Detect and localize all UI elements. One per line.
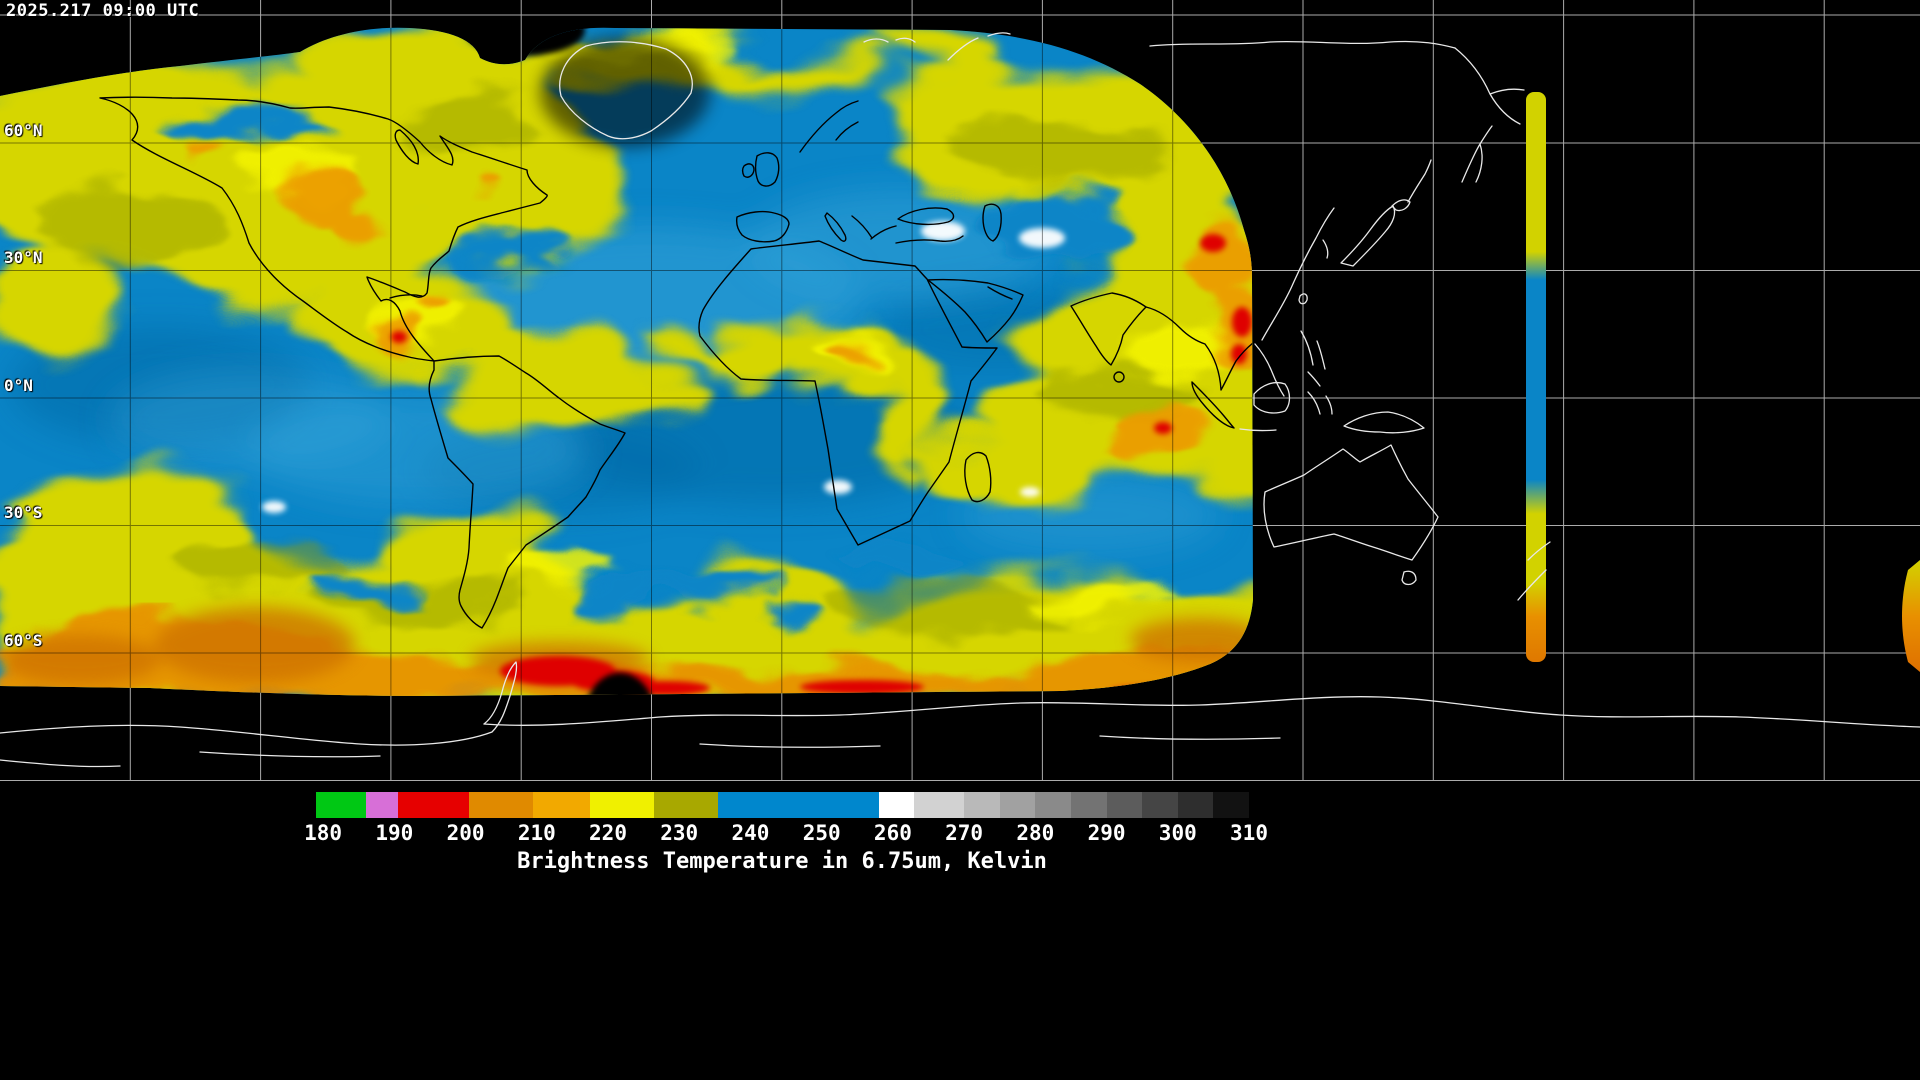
greenland-dark-zone xyxy=(540,37,710,147)
grid-lines-dark xyxy=(0,27,1253,696)
data-field xyxy=(0,27,1253,696)
olive-accents xyxy=(25,99,1200,634)
right-edge-sliver xyxy=(1902,560,1920,672)
colorbar-tick-label: 230 xyxy=(660,821,699,845)
colorbar-tick-label: 250 xyxy=(802,821,841,845)
latitude-label-0n: 0°N xyxy=(4,376,33,395)
coastlines-nodata xyxy=(0,32,1920,768)
colorbar-segment xyxy=(590,792,655,818)
orange-cells xyxy=(191,140,1253,467)
colorbar-segment xyxy=(654,792,719,818)
colorbar-tick-label: 220 xyxy=(589,821,627,845)
colorbar-segment xyxy=(878,792,915,818)
colorbar-tick-label: 280 xyxy=(1016,821,1055,845)
wrap-strip xyxy=(1526,92,1546,662)
colorbar-segment xyxy=(1035,792,1071,818)
colorbar-tick-label: 180 xyxy=(304,821,343,845)
colorbar-segment xyxy=(914,792,965,818)
colorbar-segment xyxy=(397,792,470,818)
colorbar-tick-label: 190 xyxy=(375,821,414,845)
timestamp: 2025.217 09:00 UTC xyxy=(6,1,200,21)
latitude-label-60s: 60°S xyxy=(4,631,43,650)
colorbar-tick-label: 270 xyxy=(945,821,984,845)
colorbar-segment xyxy=(365,792,398,818)
southern-orange-band xyxy=(0,611,1253,696)
colorbar-segment xyxy=(1106,792,1143,818)
colorbar-ticks: 180 190 200 210 220 230 240 250 260 270 280 290 300 3… xyxy=(304,821,1268,847)
colorbar-tick-label: 240 xyxy=(731,821,770,845)
colorbar-tick-label: 310 xyxy=(1230,821,1268,845)
latitude-label-60n: 60°N xyxy=(4,121,43,140)
colorbar-title: Brightness Temperature in 6.75um, Kelvin xyxy=(517,849,1047,874)
colorbar-segment xyxy=(718,792,879,818)
colorbar-tick-label: 260 xyxy=(873,821,912,845)
colorbar-segment xyxy=(999,792,1036,818)
colorbar-tick-label: 200 xyxy=(446,821,485,845)
colorbar-segment xyxy=(964,792,1000,818)
coastlines-data xyxy=(99,96,1253,629)
white-warm-spots xyxy=(262,221,1065,513)
colorbar-segment xyxy=(1142,792,1178,818)
colorbar-bar xyxy=(316,792,1249,818)
scan-notch-bottom xyxy=(585,672,655,696)
colorbar-tick-label: 290 xyxy=(1087,821,1126,845)
colorbar-segment xyxy=(533,792,591,818)
colorbar-segment xyxy=(316,792,366,818)
colorbar-segment xyxy=(1070,792,1107,818)
colorbar-tick-label: 300 xyxy=(1158,821,1197,845)
colorbar-segment xyxy=(1177,792,1214,818)
latitude-label-30n: 30°N xyxy=(4,248,43,267)
colorbar-tick-label: 210 xyxy=(517,821,556,845)
latitude-label-30s: 30°S xyxy=(4,503,43,522)
colorbar-segment xyxy=(1213,792,1249,818)
colorbar-segment xyxy=(469,792,534,818)
